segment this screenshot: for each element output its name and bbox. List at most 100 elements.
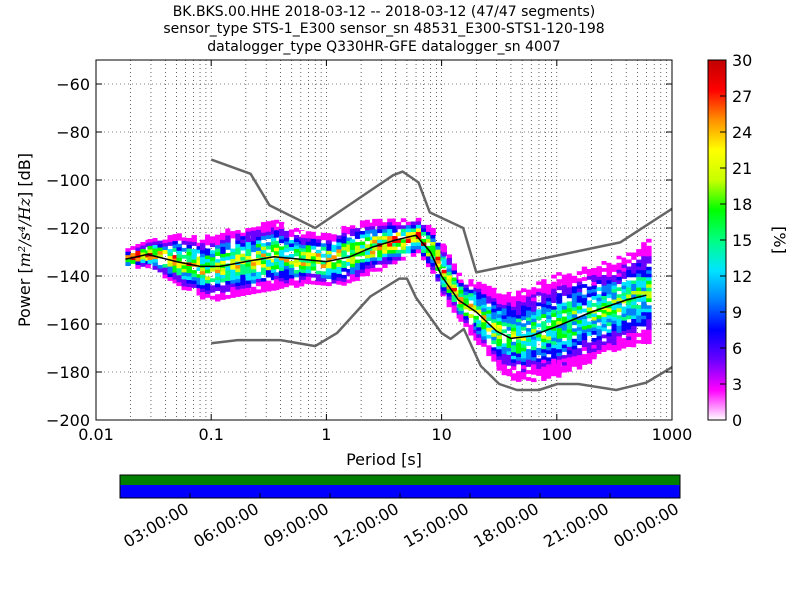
heatmap-cell	[205, 280, 211, 284]
heatmap-cell	[400, 225, 407, 230]
heatmap-cell	[581, 340, 588, 344]
heatmap-cell	[336, 249, 342, 254]
heatmap-cell	[273, 251, 280, 256]
heatmap-cell	[298, 282, 305, 287]
heatmap-cell	[130, 246, 136, 250]
heatmap-cell	[331, 262, 337, 267]
heatmap-cell	[220, 232, 226, 237]
heatmap-cell	[157, 244, 163, 248]
heatmap-cell	[305, 245, 312, 250]
heatmap-cell	[561, 358, 568, 363]
heatmap-cell	[255, 254, 262, 259]
heatmap-cell	[491, 319, 497, 324]
heatmap-cell	[641, 249, 647, 253]
heatmap-cell	[359, 231, 366, 235]
heatmap-cell	[273, 240, 280, 245]
heatmap-cell	[364, 219, 371, 224]
heatmap-cell	[571, 268, 578, 273]
heatmap-cell	[421, 256, 427, 261]
heatmap-cell	[359, 273, 366, 277]
heatmap-cell	[521, 302, 527, 307]
heatmap-cell	[541, 338, 547, 343]
heatmap-cell	[451, 270, 457, 275]
heatmap-cell	[265, 224, 272, 229]
heatmap-cell	[349, 267, 356, 272]
heatmap-cell	[278, 221, 285, 226]
heatmap-cell	[561, 330, 568, 335]
heatmap-cell	[566, 269, 573, 274]
heatmap-cell	[260, 260, 267, 265]
heatmap-cell	[551, 309, 557, 314]
heatmap-cell	[646, 305, 652, 310]
heatmap-cell	[235, 230, 241, 234]
heatmap-cell	[516, 350, 522, 354]
heatmap-cell	[606, 332, 612, 337]
heatmap-cell	[526, 370, 532, 374]
heatmap-cell	[473, 333, 479, 338]
heatmap-cell	[250, 248, 257, 253]
heatmap-cell	[551, 306, 557, 310]
heatmap-cell	[326, 261, 332, 266]
heatmap-cell	[270, 272, 277, 277]
heatmap-cell	[265, 221, 272, 225]
heatmap-cell	[205, 234, 211, 239]
heatmap-cell	[546, 371, 552, 376]
heatmap-cell	[591, 317, 597, 321]
heatmap-cell	[278, 225, 285, 230]
heatmap-cell	[435, 260, 441, 264]
heatmap-cell	[421, 249, 427, 254]
heatmap-cell	[626, 333, 632, 337]
heatmap-cell	[551, 295, 557, 300]
heatmap-cell	[541, 345, 547, 350]
heatmap-cell	[451, 284, 457, 289]
heatmap-cell	[476, 330, 482, 335]
heatmap-cell	[349, 256, 356, 261]
heatmap-cell	[596, 318, 602, 323]
heatmap-cell	[621, 275, 627, 279]
heatmap-cell	[506, 291, 512, 296]
heatmap-cell	[631, 256, 637, 260]
heatmap-cell	[377, 222, 383, 227]
heatmap-cell	[491, 308, 497, 313]
heatmap-cell	[435, 277, 441, 282]
heatmap-cell	[616, 304, 622, 309]
heatmap-cell	[162, 250, 168, 254]
heatmap-cell	[506, 319, 512, 324]
heatmap-cell	[486, 299, 492, 304]
heatmap-cell	[496, 314, 502, 319]
heatmap-cell	[576, 351, 583, 356]
heatmap-cell	[536, 351, 542, 356]
heatmap-cell	[491, 294, 497, 299]
heatmap-cell	[463, 319, 469, 324]
heatmap-cell	[220, 292, 226, 297]
heatmap-cell	[430, 270, 436, 274]
heatmap-cell	[641, 336, 647, 341]
heatmap-cell	[541, 373, 547, 378]
heatmap-cell	[320, 278, 327, 283]
heatmap-cell	[225, 281, 231, 285]
heatmap-cell	[349, 270, 356, 275]
heatmap-cell	[191, 235, 197, 239]
heatmap-cell	[526, 314, 532, 318]
heatmap-cell	[516, 301, 522, 305]
heatmap-cell	[611, 306, 617, 311]
heatmap-cell	[636, 319, 642, 323]
heatmap-cell	[421, 245, 427, 250]
heatmap-cell	[310, 235, 317, 240]
heatmap-cell	[546, 360, 552, 365]
heatmap-cell	[526, 310, 532, 315]
heatmap-cell	[172, 262, 178, 266]
heatmap-cell	[601, 334, 607, 339]
heatmap-cell	[491, 312, 497, 317]
heatmap-cell	[556, 303, 563, 308]
heatmap-cell	[245, 256, 252, 260]
heatmap-cell	[421, 252, 427, 257]
heatmap-cell	[581, 329, 588, 334]
heatmap-cell	[451, 288, 457, 292]
heatmap-cell	[501, 311, 507, 316]
y-tick-label: −160	[46, 315, 90, 334]
colorbar-tick-label: 9	[732, 303, 742, 322]
heatmap-cell	[172, 237, 178, 242]
heatmap-cell	[616, 315, 622, 320]
heatmap-cell	[591, 278, 597, 283]
